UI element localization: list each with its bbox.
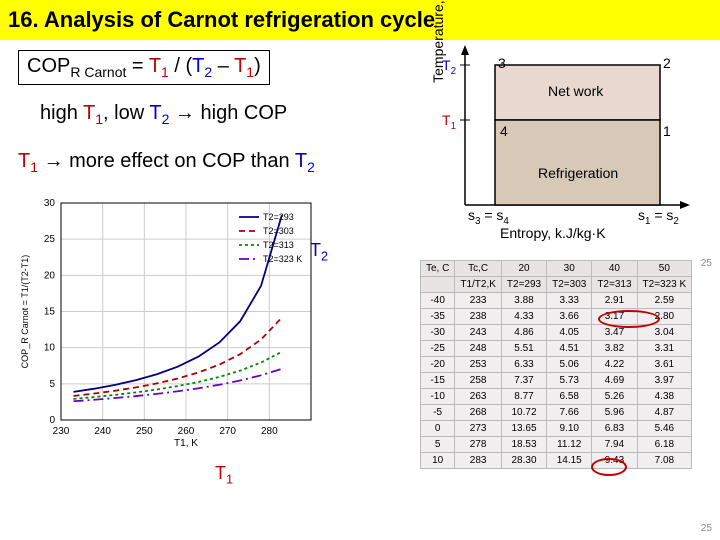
ts-refr: Refrigeration (538, 165, 618, 181)
s12a: s (638, 207, 645, 223)
line-effect: T1 → more effect on COP than T2 (18, 150, 315, 175)
slash: / ( (169, 55, 192, 77)
svg-text:0: 0 (49, 415, 55, 426)
svg-text:280: 280 (261, 426, 278, 437)
t1: T (149, 55, 161, 77)
svg-text:260: 260 (178, 426, 195, 437)
formula-box: COPR Carnot = T1 / (T2 – T1) (18, 50, 270, 85)
l2t2: T (149, 102, 161, 124)
svg-text:15: 15 (44, 307, 56, 318)
header-title: 16. Analysis of Carnot refrigeration cyc… (8, 7, 435, 33)
ct1s: 1 (226, 473, 233, 487)
eq: = (126, 55, 148, 77)
svg-text:T1, K: T1, K (174, 438, 198, 449)
svg-text:T2=313: T2=313 (263, 240, 294, 250)
svg-text:230: 230 (53, 426, 70, 437)
cop: COP (27, 55, 70, 77)
tsT2s: 2 (451, 66, 456, 77)
s34a: s (468, 207, 475, 223)
chart-t1-label: T1 (215, 463, 233, 487)
ts-T2: T2 (442, 57, 456, 77)
svg-text:T2=323 K: T2=323 K (263, 254, 302, 264)
t1bs: 1 (246, 64, 254, 80)
l3t2: T (295, 150, 307, 172)
minus: – (212, 55, 234, 77)
svg-text:20: 20 (44, 270, 56, 281)
pagenum: 25 (701, 523, 712, 534)
ts-xlabel: Entropy, k.J/kg·K (500, 225, 606, 241)
close: ) (254, 55, 261, 77)
t1b: T (234, 55, 246, 77)
ct1: T (215, 463, 226, 483)
l2b: , low (103, 102, 149, 124)
ts-T1: T1 (442, 112, 456, 132)
l3t1: T (18, 150, 30, 172)
ts-p4: 4 (500, 123, 508, 139)
l2c: high COP (201, 102, 288, 124)
ts-p3: 3 (498, 55, 506, 71)
svg-text:T2=303: T2=303 (263, 226, 294, 236)
l3rest: more effect on COP than (69, 150, 295, 172)
cop-sub: R Carnot (70, 64, 126, 80)
t1s: 1 (161, 64, 169, 80)
chart-t2-label: T2 (310, 240, 328, 264)
ct2s: 2 (321, 250, 328, 264)
l2t1: T (83, 102, 95, 124)
line-high-low: high T1, low T2 → high COP (40, 102, 287, 127)
s12eq: = s (650, 207, 673, 223)
tsT2t: T (442, 57, 451, 73)
svg-text:10: 10 (44, 343, 56, 354)
svg-text:25: 25 (44, 234, 56, 245)
svg-text:T2=293: T2=293 (263, 212, 294, 222)
svg-text:5: 5 (49, 379, 55, 390)
highlight-circle-1 (598, 310, 660, 328)
svg-text:COP_R Carnot = T1/(T2-T1): COP_R Carnot = T1/(T2-T1) (20, 255, 30, 369)
l3t1s: 1 (30, 159, 38, 175)
ts-ylabel: Temperature, K (430, 0, 446, 95)
ts-p1: 1 (663, 123, 671, 139)
s12bs: 2 (673, 216, 678, 227)
ts-net: Net work (548, 83, 603, 99)
l2t1s: 1 (95, 111, 103, 127)
l3t2s: 2 (307, 159, 315, 175)
ts-p2: 2 (663, 55, 671, 71)
cop-chart: 230 240 250 260 270 280 0 5 10 15 20 25 30 T2=293 T2=3… (16, 195, 316, 450)
s34eq: = s (480, 207, 503, 223)
t2: T (192, 55, 204, 77)
pagenum-top: 25 (701, 258, 712, 269)
svg-text:30: 30 (44, 198, 56, 209)
svg-text:270: 270 (219, 426, 236, 437)
highlight-circle-2 (591, 458, 627, 476)
ts-svg (450, 45, 690, 220)
l2a: high (40, 102, 83, 124)
page-header: 16. Analysis of Carnot refrigeration cyc… (0, 0, 720, 40)
l3arrow: → (38, 150, 69, 172)
ct2: T (310, 240, 321, 260)
svg-text:250: 250 (136, 426, 153, 437)
svg-text:240: 240 (94, 426, 111, 437)
tsT1t: T (442, 112, 451, 128)
ts-s12: s1 = s2 (638, 207, 679, 227)
tsT1s: 1 (451, 121, 456, 132)
data-table: Te, CTc,C20304050T1/T2,KT2=293T2=303T2=3… (420, 260, 692, 469)
ts-s34: s3 = s4 (468, 207, 509, 227)
ts-diagram: Temperature, K T2 T1 3 2 4 1 Net work Re… (430, 45, 690, 235)
l2arrow: → (169, 102, 200, 124)
